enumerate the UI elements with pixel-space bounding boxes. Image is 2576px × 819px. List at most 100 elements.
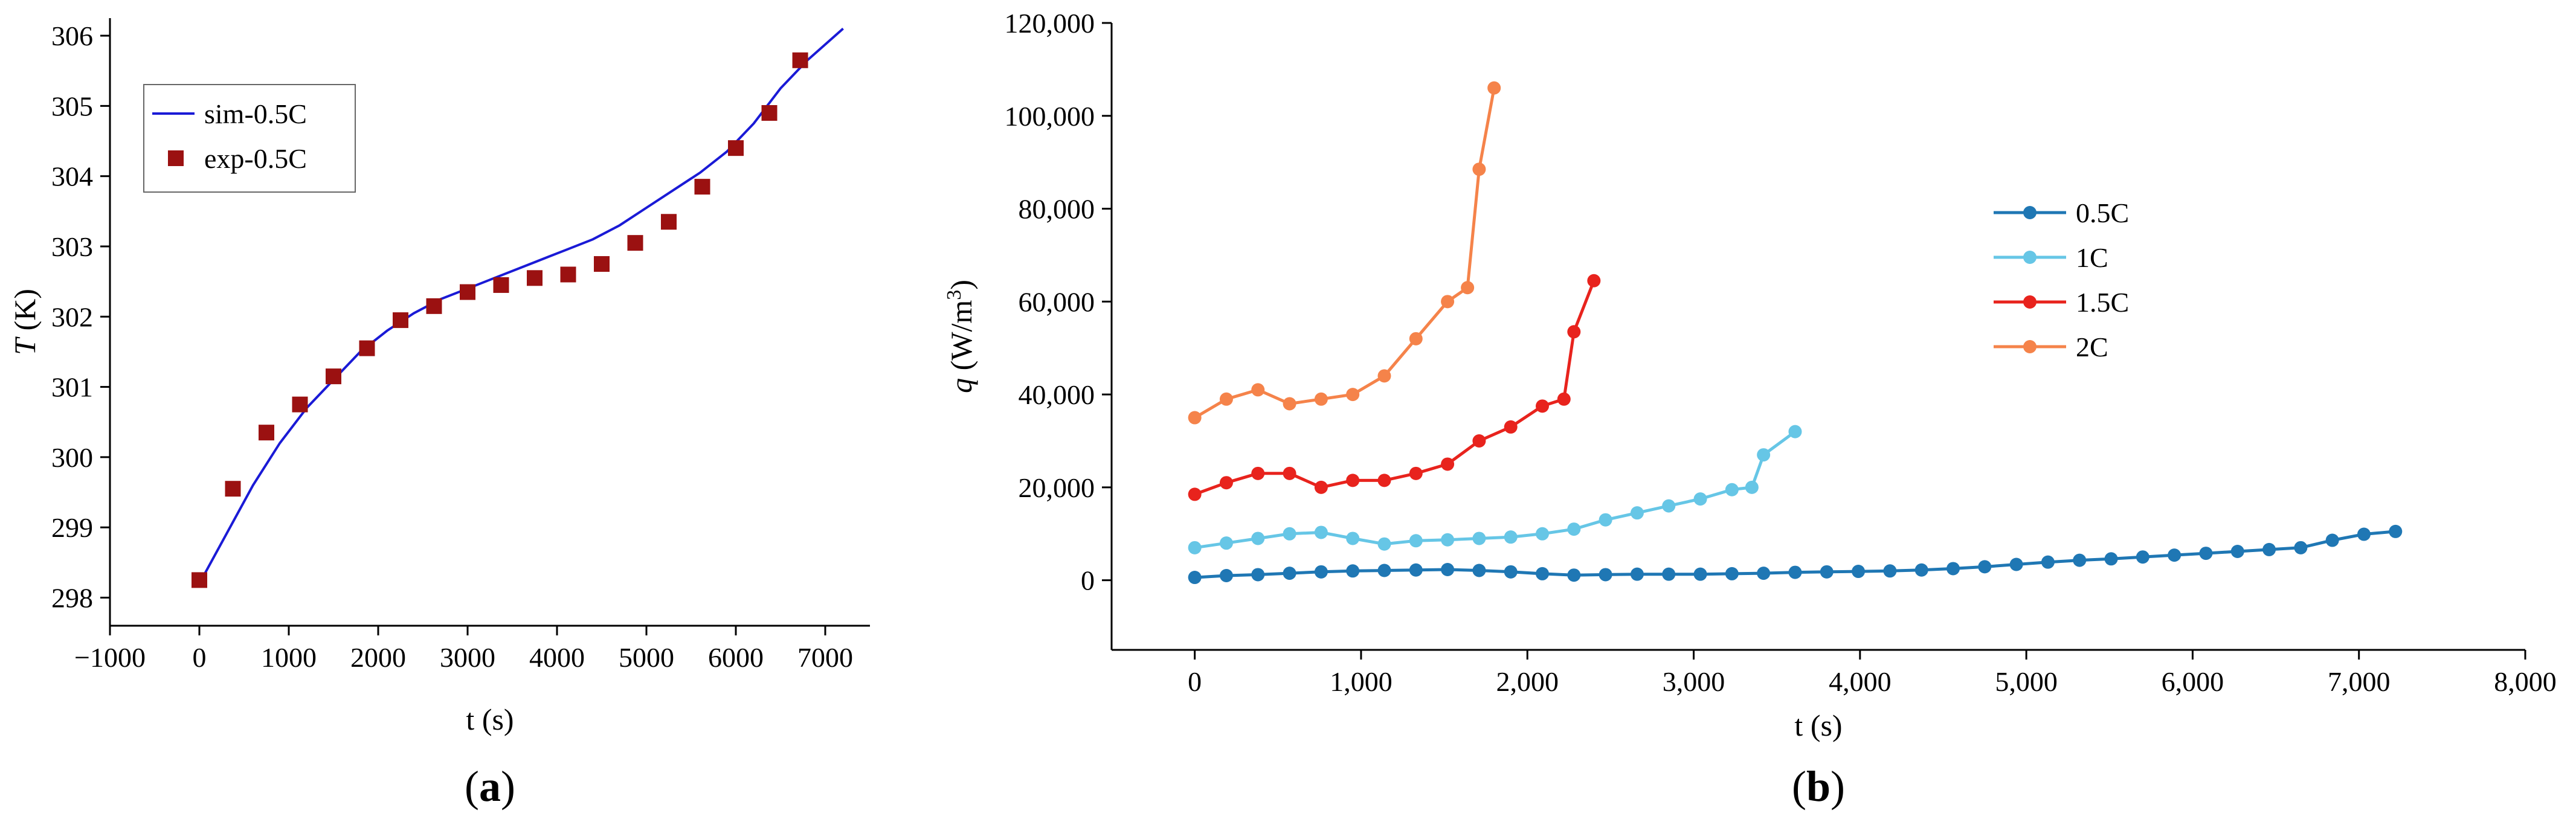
panel-a-y-label-unit: (K)	[8, 289, 42, 338]
panel-b-point-2C	[1251, 383, 1265, 397]
panel-b-point-1.5C	[1219, 476, 1233, 490]
panel-b-legend-marker-1.5C	[2023, 295, 2037, 309]
panel-b-point-0.5C	[2230, 544, 2244, 558]
panel-a-x-tick-label: 2000	[350, 642, 406, 673]
panel-b-legend-label-1.5C: 1.5C	[2076, 287, 2129, 318]
panel-b-point-2C	[1472, 162, 1486, 176]
panel-b-point-0.5C	[1820, 565, 1834, 579]
panel-b-point-1C	[1283, 527, 1296, 541]
panel-b-point-0.5C	[1314, 565, 1328, 579]
panel-a-x-tick-label: 7000	[797, 642, 853, 673]
panel-a-point-exp-0.5C	[460, 284, 475, 300]
panel-a-x-tick-label: −1000	[74, 642, 146, 673]
panel-b-point-0.5C	[1725, 567, 1739, 580]
panel-a-point-exp-0.5C	[393, 312, 408, 329]
panel-b-y-tick-label: 100,000	[1005, 101, 1095, 132]
panel-b-y-label-sup: 3	[943, 290, 965, 300]
panel-b-y-tick-label: 120,000	[1005, 8, 1095, 39]
panel-b-point-2C	[1441, 295, 1455, 309]
panel-b-point-0.5C	[1946, 562, 1960, 576]
panel-a-x-tick-label: 1000	[261, 642, 317, 673]
panel-b-y-tick-label: 20,000	[1019, 472, 1095, 503]
panel-a-point-exp-0.5C	[326, 368, 341, 385]
panel-a-point-exp-0.5C	[426, 298, 442, 314]
panel-b-chart: 0 1,000 2,000 3,000 4,000 5,000 6,000 7,000 8,00…	[943, 8, 2557, 811]
panel-a-x-tick-label: 5000	[619, 642, 674, 673]
panel-b-y-tick-label: 80,000	[1019, 194, 1095, 225]
panel-a-y-tick-label: 302	[51, 301, 93, 332]
panel-a-legend-label-sim: sim-0.5C	[204, 98, 307, 129]
panel-b-y-tick-label: 60,000	[1019, 286, 1095, 317]
panel-b-x-tick-label: 7,000	[2328, 666, 2391, 697]
panel-a-point-exp-0.5C	[728, 140, 744, 156]
panel-b-series-line-2C	[1194, 88, 1496, 419]
panel-b-point-1C	[1504, 530, 1518, 544]
panel-b-point-0.5C	[2009, 557, 2023, 571]
panel-b-point-1.5C	[1314, 480, 1328, 494]
panel-b-point-0.5C	[2199, 547, 2213, 560]
panel-b-point-1.5C	[1557, 392, 1571, 406]
panel-b-point-2C	[1188, 411, 1202, 425]
panel-b-x-tick-label: 2,000	[1496, 666, 1559, 697]
panel-b-point-2C	[1219, 392, 1233, 406]
panel-a-point-exp-0.5C	[627, 235, 643, 251]
panel-a-point-exp-0.5C	[259, 425, 274, 441]
panel-b-legend-label-2C: 2C	[2076, 332, 2108, 362]
panel-a-x-tick-label: 4000	[529, 642, 585, 673]
panel-b-point-0.5C	[1567, 568, 1581, 582]
panel-b-point-0.5C	[2389, 524, 2403, 538]
panel-a-point-exp-0.5C	[761, 105, 778, 121]
panel-a-legend: sim-0.5C exp-0.5C	[143, 84, 356, 193]
panel-b-point-1C	[1567, 522, 1581, 536]
panel-b-point-0.5C	[2357, 527, 2371, 541]
panel-b-y-label-var: q	[944, 378, 978, 393]
panel-b-point-1C	[1788, 425, 1802, 438]
panel-b-point-1.5C	[1441, 457, 1455, 471]
panel-a-marks	[192, 27, 844, 588]
panel-b-x-tick-label: 5,000	[1995, 666, 2058, 697]
panel-b-point-0.5C	[1599, 568, 1612, 582]
panel-b-point-1.5C	[1283, 466, 1296, 480]
panel-b-point-0.5C	[1441, 562, 1455, 576]
panel-b-x-tick-label: 4,000	[1829, 666, 1892, 697]
panel-b-point-0.5C	[2294, 541, 2308, 554]
panel-b-y-tick-label: 40,000	[1019, 379, 1095, 410]
panel-b-point-2C	[1487, 81, 1501, 95]
panel-a-point-exp-0.5C	[527, 270, 543, 286]
panel-b-point-0.5C	[1251, 568, 1265, 582]
panel-b-x-tick-label: 8,000	[2494, 666, 2557, 697]
panel-b-point-1.5C	[1472, 434, 1486, 448]
panel-b-x-tick-label: 1,000	[1330, 666, 1393, 697]
panel-a-point-exp-0.5C	[192, 572, 207, 588]
panel-a-x-tick-label: 3000	[440, 642, 495, 673]
panel-b-point-2C	[1409, 332, 1423, 345]
panel-b-point-0.5C	[1188, 571, 1202, 585]
panel-b-axes	[1110, 23, 2525, 651]
panel-b-point-1C	[1725, 483, 1739, 496]
panel-b-point-2C	[1461, 281, 1475, 295]
panel-b-point-0.5C	[1504, 565, 1518, 579]
panel-b-point-0.5C	[1472, 564, 1486, 577]
panel-b-point-0.5C	[1852, 565, 1866, 579]
panel-b-point-2C	[1377, 369, 1391, 383]
panel-b-label: (b)	[1792, 762, 1845, 811]
panel-a-label: (a)	[465, 762, 515, 811]
panel-b-point-0.5C	[1346, 564, 1360, 578]
panel-b-point-0.5C	[2041, 555, 2055, 569]
panel-b-legend-label-1C: 1C	[2076, 242, 2108, 273]
panel-b-point-1.5C	[1251, 466, 1265, 480]
panel-b-x-axis-label: t (s)	[1794, 708, 1842, 742]
panel-a-chart: −1000 0 1000 2000 3000 4000 5000 6000 7000 298 299…	[8, 18, 870, 811]
panel-b-point-0.5C	[1536, 567, 1550, 580]
panel-b-point-1C	[1188, 541, 1202, 554]
panel-b-point-0.5C	[1219, 568, 1233, 582]
panel-b-x-tick-label: 3,000	[1663, 666, 1725, 697]
panel-a-legend-swatch-exp	[168, 150, 184, 166]
panel-a-point-exp-0.5C	[493, 277, 509, 293]
panel-a-ticks: −1000 0 1000 2000 3000 4000 5000 6000 7000 298 299…	[51, 21, 853, 673]
panel-a-x-tick-label: 0	[193, 642, 207, 673]
panel-b-point-0.5C	[2073, 553, 2087, 567]
panel-b-legend-marker-2C	[2023, 340, 2037, 353]
panel-a-legend-box	[143, 84, 356, 193]
